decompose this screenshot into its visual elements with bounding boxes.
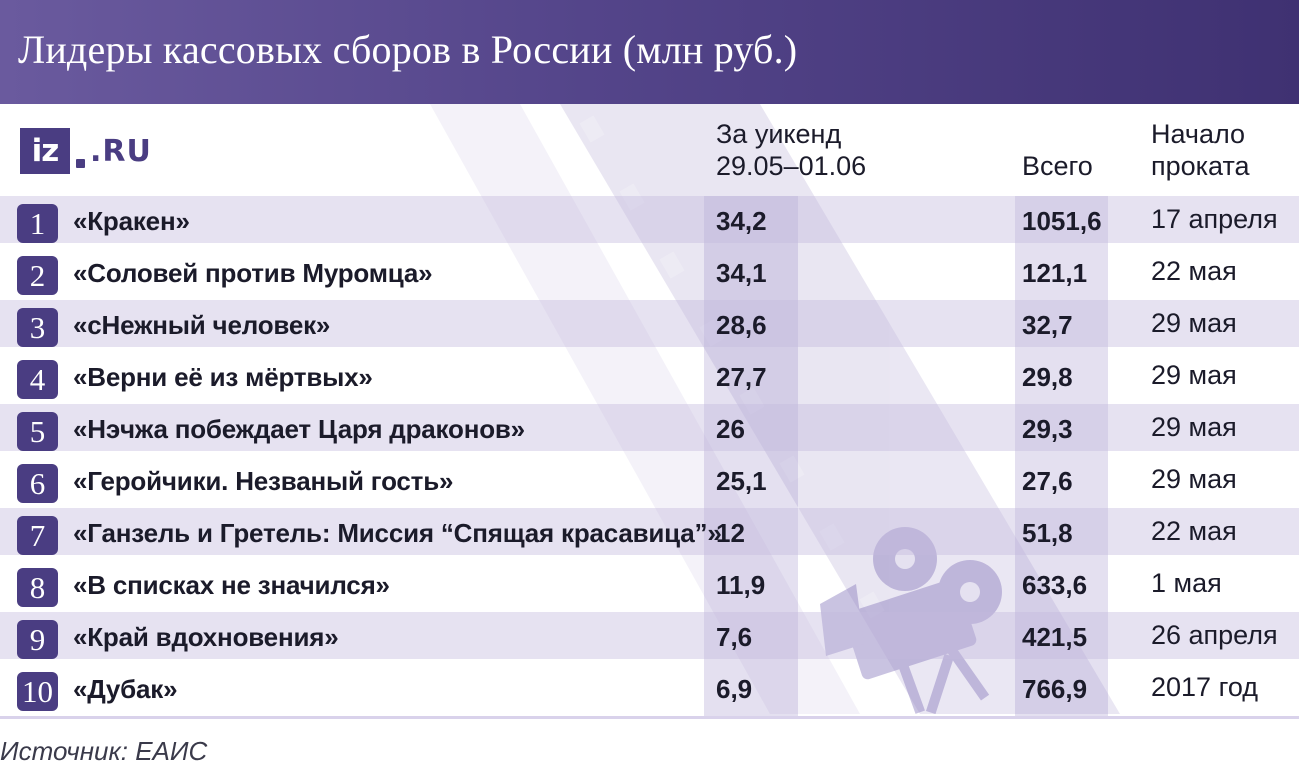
column-header-weekend-line2: 29.05–01.06 <box>716 151 867 181</box>
release-date: 22 мая <box>1151 516 1237 546</box>
film-title: «Край вдохновения» <box>73 622 339 652</box>
page-title: Лидеры кассовых сборов в России (млн руб… <box>18 27 798 72</box>
table-bottom-rule <box>0 716 1299 719</box>
total-gross: 32,7 <box>1022 310 1073 340</box>
release-date: 29 мая <box>1151 412 1237 442</box>
total-gross: 29,8 <box>1022 362 1073 392</box>
column-header-start: Начало проката <box>1151 118 1250 182</box>
row-stripe <box>0 404 1299 451</box>
film-title: «Соловей против Муромца» <box>73 258 433 288</box>
column-header-weekend-line1: За уикенд <box>716 119 842 149</box>
weekend-gross: 26 <box>716 414 745 444</box>
rank-badge: 9 <box>17 620 58 659</box>
table-row: 2 «Соловей против Муромца» 34,1 121,1 22 мая <box>0 248 1299 298</box>
rank-badge: 3 <box>17 308 58 347</box>
weekend-column-highlight <box>704 196 798 716</box>
release-date: 17 апреля <box>1151 204 1278 234</box>
column-header-total: Всего <box>1022 151 1093 181</box>
table-row: 4 «Верни её из мёртвых» 27,7 29,8 29 мая <box>0 352 1299 402</box>
total-gross: 51,8 <box>1022 518 1073 548</box>
total-column-highlight <box>1015 196 1108 716</box>
table-row: 10 «Дубак» 6,9 766,9 2017 год <box>0 664 1299 714</box>
table-row: 7 «Ганзель и Гретель: Миссия “Спящая крас… <box>0 508 1299 558</box>
film-title: «Кракен» <box>73 206 190 236</box>
row-stripe <box>0 300 1299 347</box>
release-date: 29 мая <box>1151 464 1237 494</box>
weekend-gross: 25,1 <box>716 466 767 496</box>
header-band: Лидеры кассовых сборов в России (млн руб… <box>0 0 1299 104</box>
film-title: «Верни её из мёртвых» <box>73 362 373 392</box>
logo-suffix: .RU <box>90 133 152 169</box>
total-gross: 29,3 <box>1022 414 1073 444</box>
table-row: 8 «В списках не значился» 11,9 633,6 1 мая <box>0 560 1299 610</box>
row-stripe <box>0 612 1299 659</box>
column-header-start-line1: Начало <box>1151 119 1246 149</box>
column-header-start-line2: проката <box>1151 151 1250 181</box>
release-date: 29 мая <box>1151 360 1237 390</box>
release-date: 2017 год <box>1151 672 1258 702</box>
release-date: 26 апреля <box>1151 620 1278 650</box>
rank-badge: 8 <box>17 568 58 607</box>
weekend-gross: 11,9 <box>716 570 766 600</box>
release-date: 22 мая <box>1151 256 1237 286</box>
leaderboard-table: 1 «Кракен» 34,2 1051,6 17 апреля 2 «Соловей пр… <box>0 196 1299 716</box>
table-row: 6 «Геройчики. Незваный гость» 25,1 27,6 29 м… <box>0 456 1299 506</box>
film-title: «сНежный человек» <box>73 310 331 340</box>
total-gross: 766,9 <box>1022 674 1088 704</box>
total-gross: 121,1 <box>1022 258 1088 288</box>
rank-badge: 7 <box>17 516 58 555</box>
film-title: «Геройчики. Незваный гость» <box>73 466 454 496</box>
weekend-gross: 7,6 <box>716 622 753 652</box>
release-date: 29 мая <box>1151 308 1237 338</box>
column-header-weekend: За уикенд 29.05–01.06 <box>716 118 866 182</box>
logo-dot <box>76 159 85 168</box>
row-stripe <box>0 508 1299 555</box>
release-date: 1 мая <box>1151 568 1222 598</box>
weekend-gross: 6,9 <box>716 674 753 704</box>
total-gross: 633,6 <box>1022 570 1088 600</box>
film-title: «В списках не значился» <box>73 570 390 600</box>
table-row: 3 «сНежный человек» 28,6 32,7 29 мая <box>0 300 1299 350</box>
rank-badge: 4 <box>17 360 58 399</box>
weekend-gross: 28,6 <box>716 310 767 340</box>
source-note: Источник: ЕАИС <box>0 736 208 766</box>
rank-badge: 10 <box>17 672 58 711</box>
rank-badge: 5 <box>17 412 58 451</box>
weekend-gross: 34,2 <box>716 206 767 236</box>
row-stripe <box>0 196 1299 243</box>
table-row: 5 «Нэчжа побеждает Царя драконов» 26 29,3 29… <box>0 404 1299 454</box>
total-gross: 27,6 <box>1022 466 1073 496</box>
table-row: 1 «Кракен» 34,2 1051,6 17 апреля <box>0 196 1299 246</box>
rank-badge: 6 <box>17 464 58 503</box>
weekend-gross: 12 <box>716 518 745 548</box>
film-title: «Нэчжа побеждает Царя драконов» <box>73 414 525 444</box>
weekend-gross: 34,1 <box>716 258 767 288</box>
film-title: «Дубак» <box>73 674 178 704</box>
total-gross: 1051,6 <box>1022 206 1102 236</box>
logo-box: iz <box>20 128 70 174</box>
total-gross: 421,5 <box>1022 622 1088 652</box>
iz-ru-logo: iz .RU <box>20 128 152 174</box>
film-title: «Ганзель и Гретель: Миссия “Спящая краса… <box>73 518 722 548</box>
table-row: 9 «Край вдохновения» 7,6 421,5 26 апреля <box>0 612 1299 662</box>
rank-badge: 1 <box>17 204 58 243</box>
weekend-gross: 27,7 <box>716 362 767 392</box>
rank-badge: 2 <box>17 256 58 295</box>
